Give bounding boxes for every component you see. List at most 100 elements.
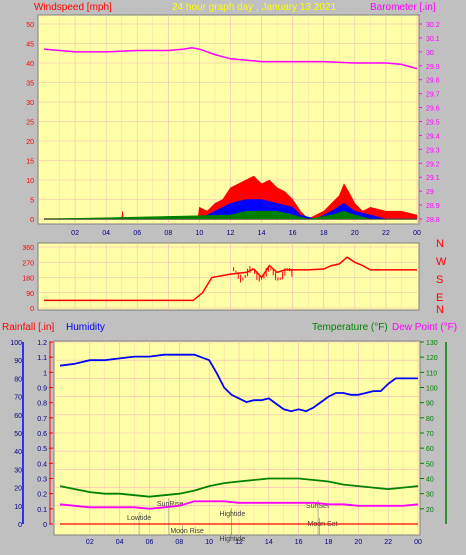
temperature-tick-label: 50: [426, 461, 434, 468]
windspeed-tick-label: 15: [26, 159, 34, 166]
wind-x-tick-label: 16: [289, 230, 297, 237]
barometer-tick-label: 29.3: [426, 147, 440, 154]
wind-x-tick-label: 14: [258, 230, 266, 237]
barometer-axis: 28.8 28.9 29 29.1 29.2 29.3 29.4 29.5 29.6 29.7 29…: [419, 22, 440, 224]
wind-series: [43, 46, 418, 220]
compass-label: N: [436, 304, 444, 316]
humidity-tick-label: 40: [14, 449, 22, 456]
humidity-x-tick-label: 06: [146, 539, 154, 546]
humidity-tick-label: 10: [14, 504, 22, 511]
direction-tick-label: 360: [22, 245, 34, 252]
barometer-tick-label: 30: [426, 50, 434, 57]
windspeed-tick-label: 20: [26, 139, 34, 146]
temperature-label: Temperature (°F): [312, 322, 388, 333]
temperature-tick-label: 30: [426, 492, 434, 499]
humidity-tick-label: 70: [14, 395, 22, 402]
wind-x-tick-label: 10: [196, 230, 204, 237]
direction-series: [44, 256, 417, 302]
rainfall-tick-label: 0.1: [37, 507, 47, 514]
wind-average-area: [44, 199, 417, 220]
barometer-tick-label: 29.4: [426, 133, 440, 140]
temperature-line: [59, 477, 419, 498]
humidity-tick-label: 20: [14, 486, 22, 493]
wind-x-tick-label: 00: [413, 230, 421, 237]
rainfall-tick-label: 1.2: [37, 340, 47, 347]
humidity-tick-label: 30: [14, 467, 22, 474]
wind-x-tick-label: 18: [320, 230, 328, 237]
windspeed-tick-label: 10: [26, 178, 34, 185]
temperature-tick-label: 110: [426, 370, 437, 377]
dewpoint-line: [59, 500, 419, 510]
humidity-x-tick-label: 22: [384, 539, 392, 546]
humidity-x-tick-label: 14: [265, 539, 273, 546]
humidity-tick-label: 0: [18, 522, 22, 529]
rainfall-axis: 0 0.1 0.2 0.3 0.4 0.5 0.6 0.7 0.8 0.9 1 1.1 1.2: [37, 340, 53, 529]
graph-title: 24 hour graph day , January 13 2021: [172, 2, 336, 13]
wind-x-tick-label: 22: [382, 230, 390, 237]
tide-label: SunRise: [157, 501, 184, 508]
wind-grid: [38, 15, 419, 224]
tide-label: Hightide: [220, 536, 246, 543]
temperature-tick-label: 60: [426, 446, 434, 453]
humidity-x-tick-label: 04: [116, 539, 124, 546]
windspeed-tick-label: 25: [26, 120, 34, 127]
humidity-tick-label: 100: [10, 340, 22, 347]
barometer-tick-label: 30.1: [426, 36, 440, 43]
direction-axis: 0 90 180 270 360: [22, 245, 34, 313]
direction-tick-label: 90: [26, 291, 34, 298]
wind-calm-area: [43, 210, 417, 220]
temperature-tick-label: 70: [426, 431, 434, 438]
humidity-axis: 0 10 20 30 40 50 60 70 80 90 100: [10, 340, 24, 529]
barometer-tick-label: 29.8: [426, 78, 440, 85]
compass-label: N: [436, 238, 444, 250]
rainfall-tick-label: 0.4: [37, 461, 47, 468]
direction-tick-label: 270: [22, 260, 34, 267]
rainfall-tick-label: 1: [43, 370, 47, 377]
barometer-tick-label: 29.1: [426, 175, 440, 182]
temperature-tick-label: 120: [426, 355, 438, 362]
barometer-tick-label: 30.2: [426, 22, 440, 29]
humidity-x-tick-label: 16: [295, 539, 303, 546]
humidity-tick-label: 60: [14, 413, 22, 420]
wind-x-tick-label: 12: [227, 230, 235, 237]
rainfall-tick-label: 0.8: [37, 401, 47, 408]
windspeed-axis: 0 5 10 15 20 25 30 35 40 45 50: [26, 22, 34, 224]
windspeed-tick-label: 45: [26, 42, 34, 49]
rainfall-tick-label: 0.6: [37, 431, 47, 438]
dewpoint-label: Dew Point (°F): [392, 322, 457, 333]
windspeed-tick-label: 0: [30, 217, 34, 224]
temperature-axis: 20 30 40 50 60 70 80 90 100 110 120 130: [420, 340, 447, 524]
rainfall-label: Rainfall [.in]: [2, 322, 54, 333]
barometer-line: [43, 46, 418, 70]
windspeed-tick-label: 30: [26, 100, 34, 107]
humidity-x-tick-label: 10: [205, 539, 213, 546]
temperature-tick-label: 20: [426, 507, 434, 514]
wind-plot-area: [37, 14, 420, 225]
windspeed-tick-label: 40: [26, 61, 34, 68]
tide-label: SunSet: [306, 503, 329, 510]
barometer-tick-label: 29.7: [426, 92, 440, 99]
rainfall-tick-label: 0.3: [37, 477, 47, 484]
tide-label: Lowtide: [127, 515, 151, 522]
windspeed-tick-label: 5: [30, 198, 34, 205]
temperature-tick-label: 130: [426, 340, 438, 347]
humidity-x-tick-label: 12: [235, 539, 243, 546]
wind-gust-area: [44, 175, 418, 220]
barometer-tick-label: 28.8: [426, 217, 440, 224]
windspeed-tick-label: 35: [26, 81, 34, 88]
temperature-tick-label: 90: [426, 401, 434, 408]
humidity-label: Humidity: [66, 322, 105, 333]
barometer-tick-label: 29.9: [426, 64, 440, 71]
compass-label: S: [436, 274, 443, 286]
barometer-label: Barometer [.in]: [370, 2, 436, 13]
direction-grid: [38, 243, 419, 310]
wind-x-tick-label: 20: [351, 230, 359, 237]
rainfall-tick-label: 0.2: [37, 492, 47, 499]
temperature-tick-label: 80: [426, 416, 434, 423]
direction-tick-label: 0: [30, 306, 34, 313]
compass-label: W: [436, 256, 447, 268]
humidity-tick-label: 80: [14, 376, 22, 383]
compass-label: E: [436, 292, 443, 304]
rainfall-tick-label: 1.1: [37, 355, 47, 362]
